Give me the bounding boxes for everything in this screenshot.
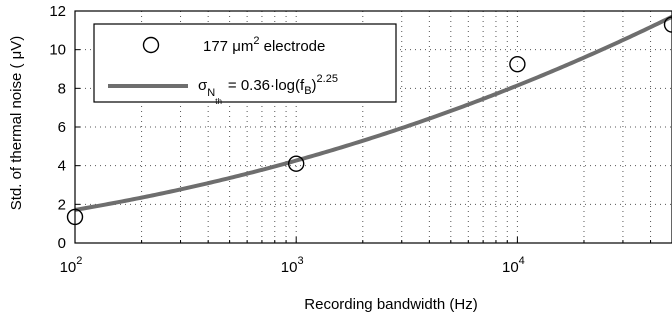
x-tick-label: 102 <box>60 255 83 276</box>
data-point <box>663 16 672 33</box>
x-tick-label: 104 <box>502 255 525 276</box>
y-axis-label: Std. of thermal noise ( μV) <box>8 36 25 211</box>
legend-marker-circle <box>142 36 160 54</box>
legend: 177 μm2 electrode σNth= 0.36·log(fB)2.25 <box>93 23 397 106</box>
axis-ticks <box>75 10 652 244</box>
data-point <box>287 155 305 172</box>
y-tick-label: 6 <box>58 119 66 136</box>
y-tick-label: 8 <box>58 80 66 97</box>
grid <box>75 11 672 243</box>
y-tick-label: 0 <box>58 235 66 252</box>
fit-curve <box>75 14 672 212</box>
x-axis-label: Recording bandwidth (Hz) <box>304 296 477 313</box>
y-tick-label: 2 <box>58 196 66 213</box>
legend-label-electrode: 177 μm2 electrode <box>203 35 325 55</box>
legend-box <box>93 23 397 103</box>
y-tick-label: 12 <box>49 3 66 20</box>
y-tick-label: 10 <box>49 42 66 59</box>
data-point <box>509 55 526 73</box>
x-tick-label: 103 <box>281 255 304 276</box>
legend-label-fit: σNth= 0.36·log(fB)2.25 <box>198 73 338 106</box>
x-tick-labels: 102 103 104 <box>60 255 525 276</box>
y-tick-labels: 0 2 4 6 8 10 12 <box>49 3 66 252</box>
y-tick-label: 4 <box>58 158 66 175</box>
fit-curve-layer <box>75 14 672 212</box>
